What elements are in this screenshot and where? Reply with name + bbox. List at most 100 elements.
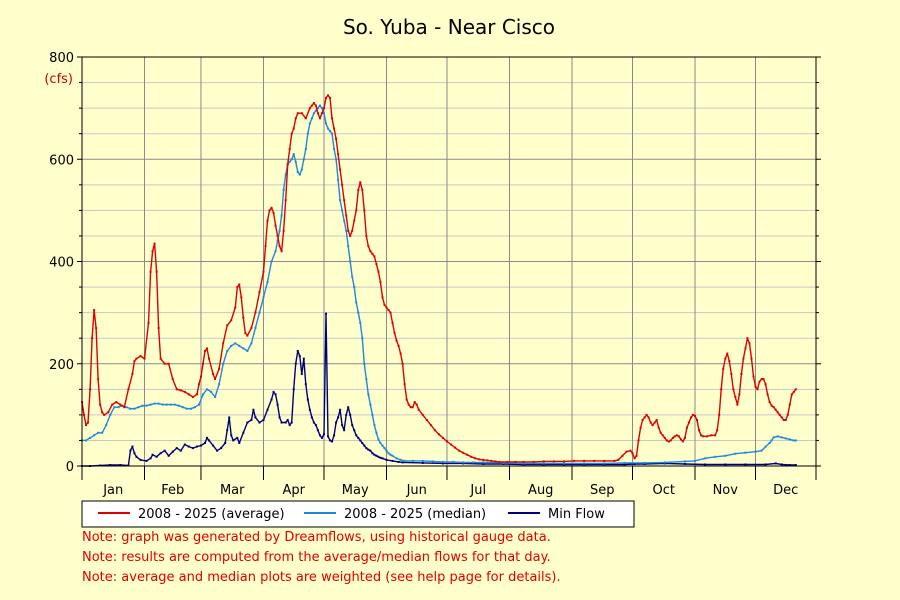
data-point <box>462 462 465 465</box>
data-point <box>371 452 374 455</box>
data-point <box>514 460 517 463</box>
data-point <box>417 408 420 411</box>
data-point <box>204 349 207 352</box>
data-point <box>772 436 775 439</box>
data-point <box>280 421 283 424</box>
data-point <box>371 252 374 255</box>
data-point <box>329 439 332 442</box>
data-point <box>786 413 789 416</box>
data-point <box>437 433 440 436</box>
data-point <box>780 463 783 466</box>
data-point <box>760 449 763 452</box>
data-point <box>583 463 586 466</box>
data-point <box>290 132 293 135</box>
data-point <box>792 390 795 393</box>
data-point <box>643 461 646 464</box>
data-point <box>262 418 265 421</box>
data-point <box>379 280 382 283</box>
data-point <box>663 462 666 465</box>
data-point <box>320 112 323 115</box>
data-point <box>83 413 86 416</box>
data-point <box>383 303 386 306</box>
data-point <box>339 408 342 411</box>
data-point <box>175 388 178 391</box>
data-point <box>208 439 211 442</box>
data-point <box>722 367 725 370</box>
data-point <box>266 219 269 222</box>
data-point <box>450 443 453 446</box>
data-point <box>734 452 737 455</box>
data-point <box>87 421 90 424</box>
data-point <box>351 275 354 278</box>
data-point <box>361 188 364 191</box>
data-point <box>276 240 279 243</box>
data-point <box>343 219 346 222</box>
data-point <box>314 109 317 112</box>
data-point <box>621 454 624 457</box>
data-point <box>349 260 352 263</box>
data-point <box>250 326 253 329</box>
data-point <box>252 408 255 411</box>
data-point <box>262 270 265 273</box>
data-point <box>302 357 305 360</box>
data-point <box>306 398 309 401</box>
data-point <box>151 453 154 456</box>
data-point <box>377 270 380 273</box>
y-unit-label: (cfs) <box>44 72 73 87</box>
data-point <box>653 421 656 424</box>
data-point <box>696 418 699 421</box>
data-point <box>191 395 194 398</box>
data-point <box>522 462 525 465</box>
data-point <box>242 347 245 350</box>
data-point <box>635 454 638 457</box>
data-point <box>292 388 295 391</box>
data-point <box>365 378 368 381</box>
data-point <box>405 398 408 401</box>
data-point <box>327 94 330 97</box>
data-point <box>411 459 414 462</box>
data-point <box>240 296 243 299</box>
data-point <box>347 245 350 248</box>
data-point <box>161 403 164 406</box>
data-point <box>373 424 376 427</box>
data-point <box>286 163 289 166</box>
data-point <box>363 209 366 212</box>
note-line-1: Note: graph was generated by Dreamflows,… <box>82 530 551 545</box>
data-point <box>361 337 364 340</box>
data-point <box>710 434 713 437</box>
data-point <box>363 444 366 447</box>
data-point <box>310 104 313 107</box>
data-point <box>127 464 130 467</box>
data-point <box>643 462 646 465</box>
data-point <box>272 211 275 214</box>
data-point <box>633 462 636 465</box>
data-point <box>197 383 200 386</box>
data-point <box>139 458 142 461</box>
data-point <box>199 444 202 447</box>
data-point <box>421 459 424 462</box>
data-point <box>302 158 305 161</box>
data-point <box>629 449 632 452</box>
data-point <box>101 411 104 414</box>
data-point <box>274 224 277 227</box>
data-point <box>216 449 219 452</box>
data-point <box>373 255 376 258</box>
series-points-average <box>81 94 797 463</box>
data-point <box>764 445 767 448</box>
data-point <box>788 463 791 466</box>
data-point <box>129 407 132 410</box>
data-point <box>772 406 775 409</box>
data-point <box>371 413 374 416</box>
data-point <box>322 107 325 110</box>
data-point <box>399 352 402 355</box>
data-point <box>135 357 138 360</box>
legend-label-min: Min Flow <box>548 507 605 522</box>
data-point <box>99 464 102 467</box>
data-point <box>659 431 662 434</box>
data-point <box>613 459 616 462</box>
data-point <box>552 460 555 463</box>
y-tick-label: 800 <box>49 51 74 66</box>
data-point <box>377 438 380 441</box>
data-point <box>736 403 739 406</box>
data-point <box>474 457 477 460</box>
